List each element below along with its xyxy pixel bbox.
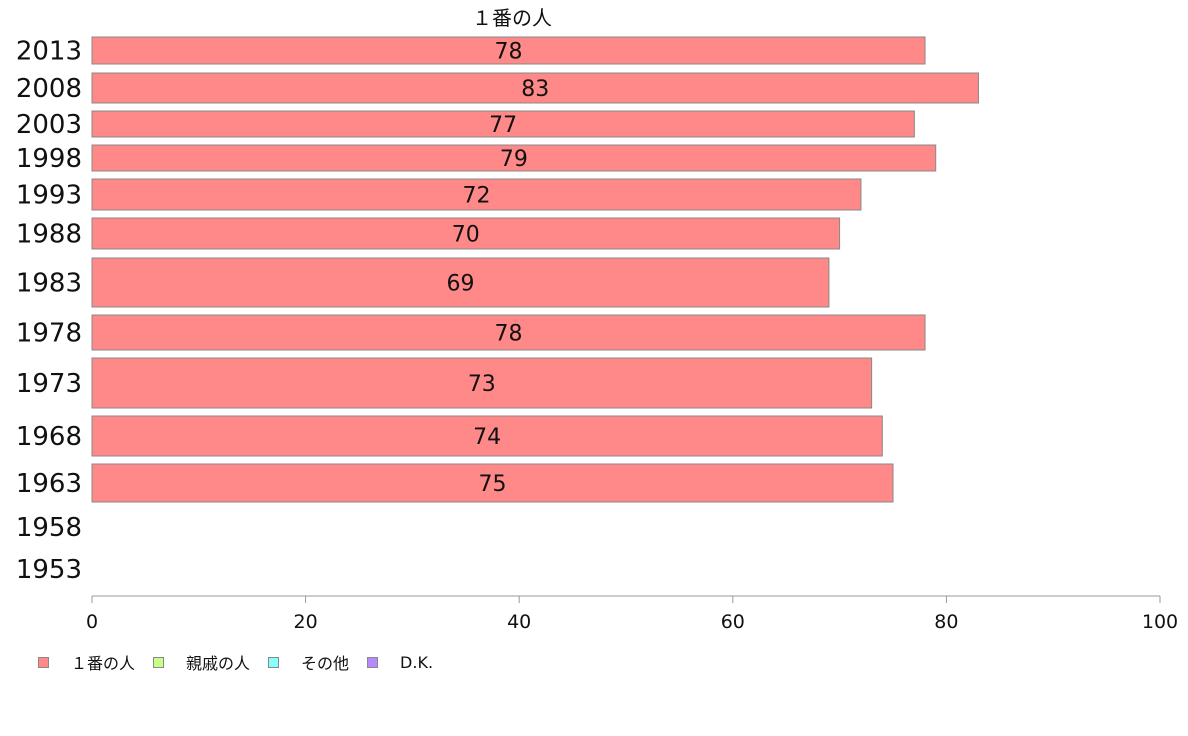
- y-tick-label: 1988: [16, 220, 82, 250]
- x-tick-label: 0: [86, 611, 98, 633]
- x-tick-label: 60: [721, 611, 745, 633]
- y-tick-label: 1983: [16, 269, 82, 299]
- y-tick-label: 1963: [16, 469, 82, 499]
- data-label: 75: [479, 472, 507, 497]
- chart-title: １番の人: [472, 6, 552, 30]
- data-label: 78: [495, 40, 523, 65]
- y-tick-label: 1968: [16, 422, 82, 452]
- bar: [91, 257, 830, 308]
- data-label: 69: [446, 272, 474, 297]
- bar: [91, 463, 894, 503]
- bar: [91, 415, 883, 457]
- x-tick-label: 80: [934, 611, 958, 633]
- legend-swatch: [268, 656, 280, 668]
- y-tick-label: 2003: [16, 110, 82, 140]
- legend-swatch: [38, 656, 49, 668]
- x-tick-label: 100: [1142, 611, 1178, 633]
- legend-swatch: [367, 656, 379, 668]
- legend-item: 親戚の人: [153, 650, 250, 674]
- legend-swatch: [153, 656, 165, 668]
- bar: [91, 217, 841, 250]
- bar: [91, 110, 915, 138]
- bar: [91, 178, 862, 211]
- data-label: 78: [495, 322, 523, 347]
- bar: [91, 36, 926, 65]
- data-label: 72: [462, 184, 490, 209]
- data-label: 70: [452, 223, 480, 248]
- y-tick-label: 1978: [16, 319, 82, 349]
- y-tick-label: 2008: [16, 74, 82, 104]
- bar: [91, 314, 926, 351]
- legend-label: １番の人: [71, 654, 136, 673]
- x-tick-label: 20: [294, 611, 318, 633]
- legend-label: D.K.: [400, 652, 434, 672]
- legend: １番の人 親戚の人 その他 D.K.: [38, 650, 451, 674]
- bar: [91, 357, 873, 409]
- data-label: 74: [473, 425, 501, 450]
- y-tick-label: 1973: [16, 369, 82, 399]
- y-tick-label: 1953: [16, 555, 82, 585]
- legend-label: その他: [301, 654, 350, 673]
- data-label: 73: [468, 372, 496, 397]
- y-tick-label: 1958: [16, 513, 82, 543]
- bar: [91, 144, 937, 172]
- data-label: 83: [521, 77, 549, 102]
- data-label: 77: [489, 113, 517, 138]
- x-tick-label: 40: [507, 611, 531, 633]
- y-tick-label: 1993: [16, 181, 82, 211]
- bar: [91, 72, 979, 104]
- legend-label: 親戚の人: [186, 654, 251, 673]
- legend-item: その他: [268, 650, 349, 674]
- y-tick-label: 1998: [16, 144, 82, 174]
- legend-item: D.K.: [367, 650, 433, 674]
- legend-item: １番の人: [38, 650, 135, 674]
- y-tick-label: 2013: [16, 37, 82, 67]
- data-label: 79: [500, 147, 528, 172]
